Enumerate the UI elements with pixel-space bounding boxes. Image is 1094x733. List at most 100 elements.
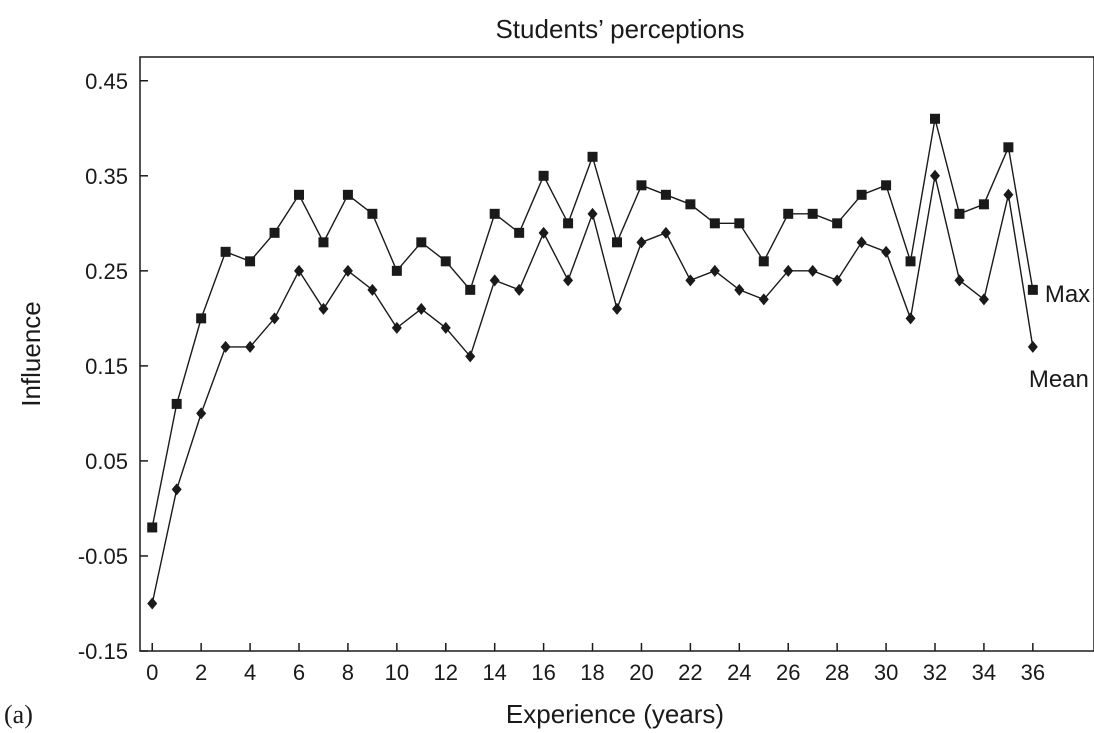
- data-point-mean: [196, 407, 207, 420]
- data-point-mean: [563, 274, 574, 287]
- data-point-max: [196, 313, 207, 324]
- data-point-mean: [587, 207, 598, 220]
- data-point-mean: [171, 483, 182, 496]
- data-point-mean: [685, 274, 696, 287]
- y-tick-label: 0.45: [85, 69, 128, 94]
- x-tick-label: 20: [629, 660, 653, 685]
- data-point-max: [465, 284, 476, 295]
- data-point-mean: [220, 340, 231, 353]
- x-tick-label: 8: [342, 660, 354, 685]
- panel-label: (a): [4, 700, 33, 729]
- data-point-mean: [245, 340, 256, 353]
- data-point-mean: [856, 236, 867, 249]
- data-point-mean: [416, 302, 427, 315]
- data-point-mean: [391, 321, 402, 334]
- data-point-mean: [636, 236, 647, 249]
- x-tick-label: 24: [727, 660, 751, 685]
- data-point-max: [954, 208, 965, 219]
- data-point-max: [930, 113, 940, 124]
- x-tick-label: 16: [531, 660, 555, 685]
- data-point-mean: [147, 597, 158, 610]
- chart-title: Students’ perceptions: [495, 14, 744, 44]
- data-point-mean: [832, 274, 843, 287]
- data-point-mean: [807, 264, 818, 277]
- data-point-mean: [734, 283, 745, 296]
- x-tick-label: 2: [195, 660, 207, 685]
- x-tick-label: 14: [482, 660, 506, 685]
- x-tick-label: 36: [1021, 660, 1045, 685]
- data-point-max: [318, 237, 329, 248]
- x-axis: 0 2 4 6 8 10 12 14 16 18 20 22 24 26 28 30 32 34 36: [146, 643, 1045, 685]
- data-point-max: [856, 189, 867, 200]
- data-point-mean: [1027, 340, 1038, 353]
- data-point-mean: [612, 302, 622, 315]
- x-tick-label: 34: [972, 660, 996, 685]
- plot-frame: [139, 56, 1094, 652]
- series-label-max: Max: [1045, 281, 1090, 308]
- data-point-mean: [1003, 188, 1014, 201]
- series-line-mean: [151, 175, 1034, 604]
- y-tick-label: -0.15: [78, 639, 128, 664]
- data-point-mean: [440, 321, 451, 334]
- series-layer: Max Mean: [147, 113, 1090, 610]
- data-point-mean: [514, 283, 525, 296]
- x-tick-label: 32: [923, 660, 947, 685]
- y-axis: -0.15 -0.05 0.05 0.15 0.25 0.35 0.45: [78, 69, 148, 664]
- y-tick-label: 0.25: [85, 259, 128, 284]
- x-tick-label: 18: [580, 660, 604, 685]
- data-point-max: [416, 237, 427, 248]
- data-point-max: [1027, 284, 1038, 295]
- x-tick-label: 0: [146, 660, 158, 685]
- data-point-max: [587, 151, 598, 162]
- y-tick-label: -0.05: [78, 544, 128, 569]
- x-tick-label: 30: [874, 660, 898, 685]
- data-point-max: [489, 208, 500, 219]
- data-point-max: [391, 265, 402, 276]
- data-point-mean: [489, 274, 500, 287]
- x-tick-label: 6: [293, 660, 305, 685]
- data-point-max: [147, 522, 158, 533]
- x-tick-label: 26: [776, 660, 800, 685]
- data-point-mean: [783, 264, 794, 277]
- series-label-mean: Mean: [1029, 366, 1089, 393]
- data-point-max: [758, 256, 769, 267]
- data-point-max: [538, 170, 549, 181]
- data-point-mean: [905, 312, 916, 325]
- data-point-mean: [294, 264, 304, 277]
- data-point-max: [220, 246, 231, 257]
- data-point-max: [612, 237, 622, 248]
- data-point-max: [660, 189, 671, 200]
- y-axis-label: Influence: [16, 301, 46, 407]
- data-point-max: [342, 189, 353, 200]
- x-tick-label: 28: [825, 660, 849, 685]
- data-point-mean: [342, 264, 353, 277]
- data-point-mean: [881, 245, 892, 258]
- x-tick-label: 22: [678, 660, 702, 685]
- data-point-mean: [269, 312, 280, 325]
- data-point-mean: [930, 169, 940, 182]
- data-point-max: [832, 218, 843, 229]
- x-tick-label: 12: [434, 660, 458, 685]
- data-point-max: [881, 180, 892, 191]
- data-point-mean: [367, 283, 378, 296]
- data-point-max: [171, 398, 182, 409]
- series-line-max: [151, 118, 1034, 528]
- x-axis-label: Experience (years): [506, 699, 724, 729]
- y-tick-label: 0.15: [85, 354, 128, 379]
- data-point-max: [245, 256, 256, 267]
- y-tick-label: 0.35: [85, 164, 128, 189]
- data-point-mean: [758, 293, 769, 306]
- data-point-mean: [978, 293, 989, 306]
- data-point-mean: [318, 302, 329, 315]
- data-point-max: [636, 180, 647, 191]
- data-point-max: [367, 208, 378, 219]
- data-point-max: [709, 218, 720, 229]
- x-tick-label: 10: [385, 660, 409, 685]
- data-point-mean: [660, 226, 671, 239]
- data-point-max: [685, 199, 696, 210]
- data-point-mean: [709, 264, 720, 277]
- data-point-max: [783, 208, 794, 219]
- data-point-max: [978, 199, 989, 210]
- data-point-mean: [538, 226, 549, 239]
